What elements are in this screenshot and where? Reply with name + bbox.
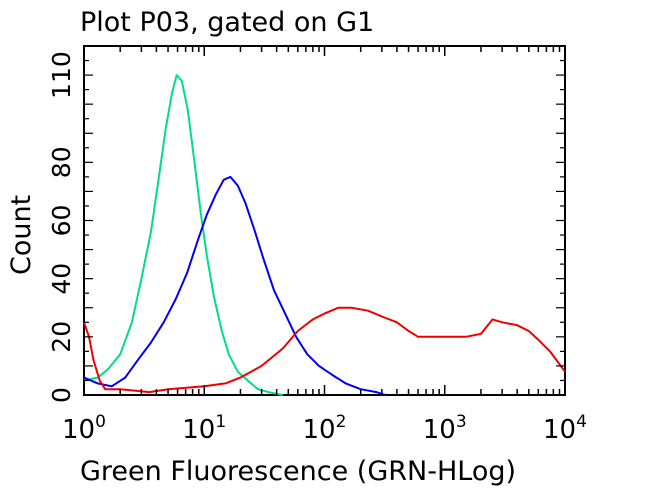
x-tick-label: 103 <box>423 412 467 445</box>
x-tick-label: 101 <box>182 412 226 445</box>
y-tick-label: 110 <box>47 51 76 99</box>
x-axis-label: Green Fluorescence (GRN-HLog) <box>80 456 516 487</box>
plot-frame <box>83 45 566 396</box>
x-tick-label: 102 <box>303 412 347 445</box>
series-line-2 <box>83 175 386 396</box>
y-tick-label: 60 <box>47 205 76 237</box>
y-tick-label: 20 <box>47 321 76 353</box>
series-line-3 <box>83 306 566 394</box>
series-line-1 <box>83 74 283 396</box>
y-tick-label: 40 <box>47 263 76 295</box>
y-axis-ticks: 0 20 40 60 80 110 <box>47 45 565 403</box>
x-tick-label: 104 <box>543 412 587 445</box>
chart-title: Plot P03, gated on G1 <box>80 7 374 38</box>
x-axis-ticks: 100 101 102 103 104 <box>62 46 587 445</box>
y-tick-label: 0 <box>47 387 76 403</box>
x-tick-label: 100 <box>62 412 106 445</box>
y-tick-label: 80 <box>47 146 76 178</box>
series-layer <box>83 74 566 396</box>
y-axis-label: Count <box>6 195 37 275</box>
